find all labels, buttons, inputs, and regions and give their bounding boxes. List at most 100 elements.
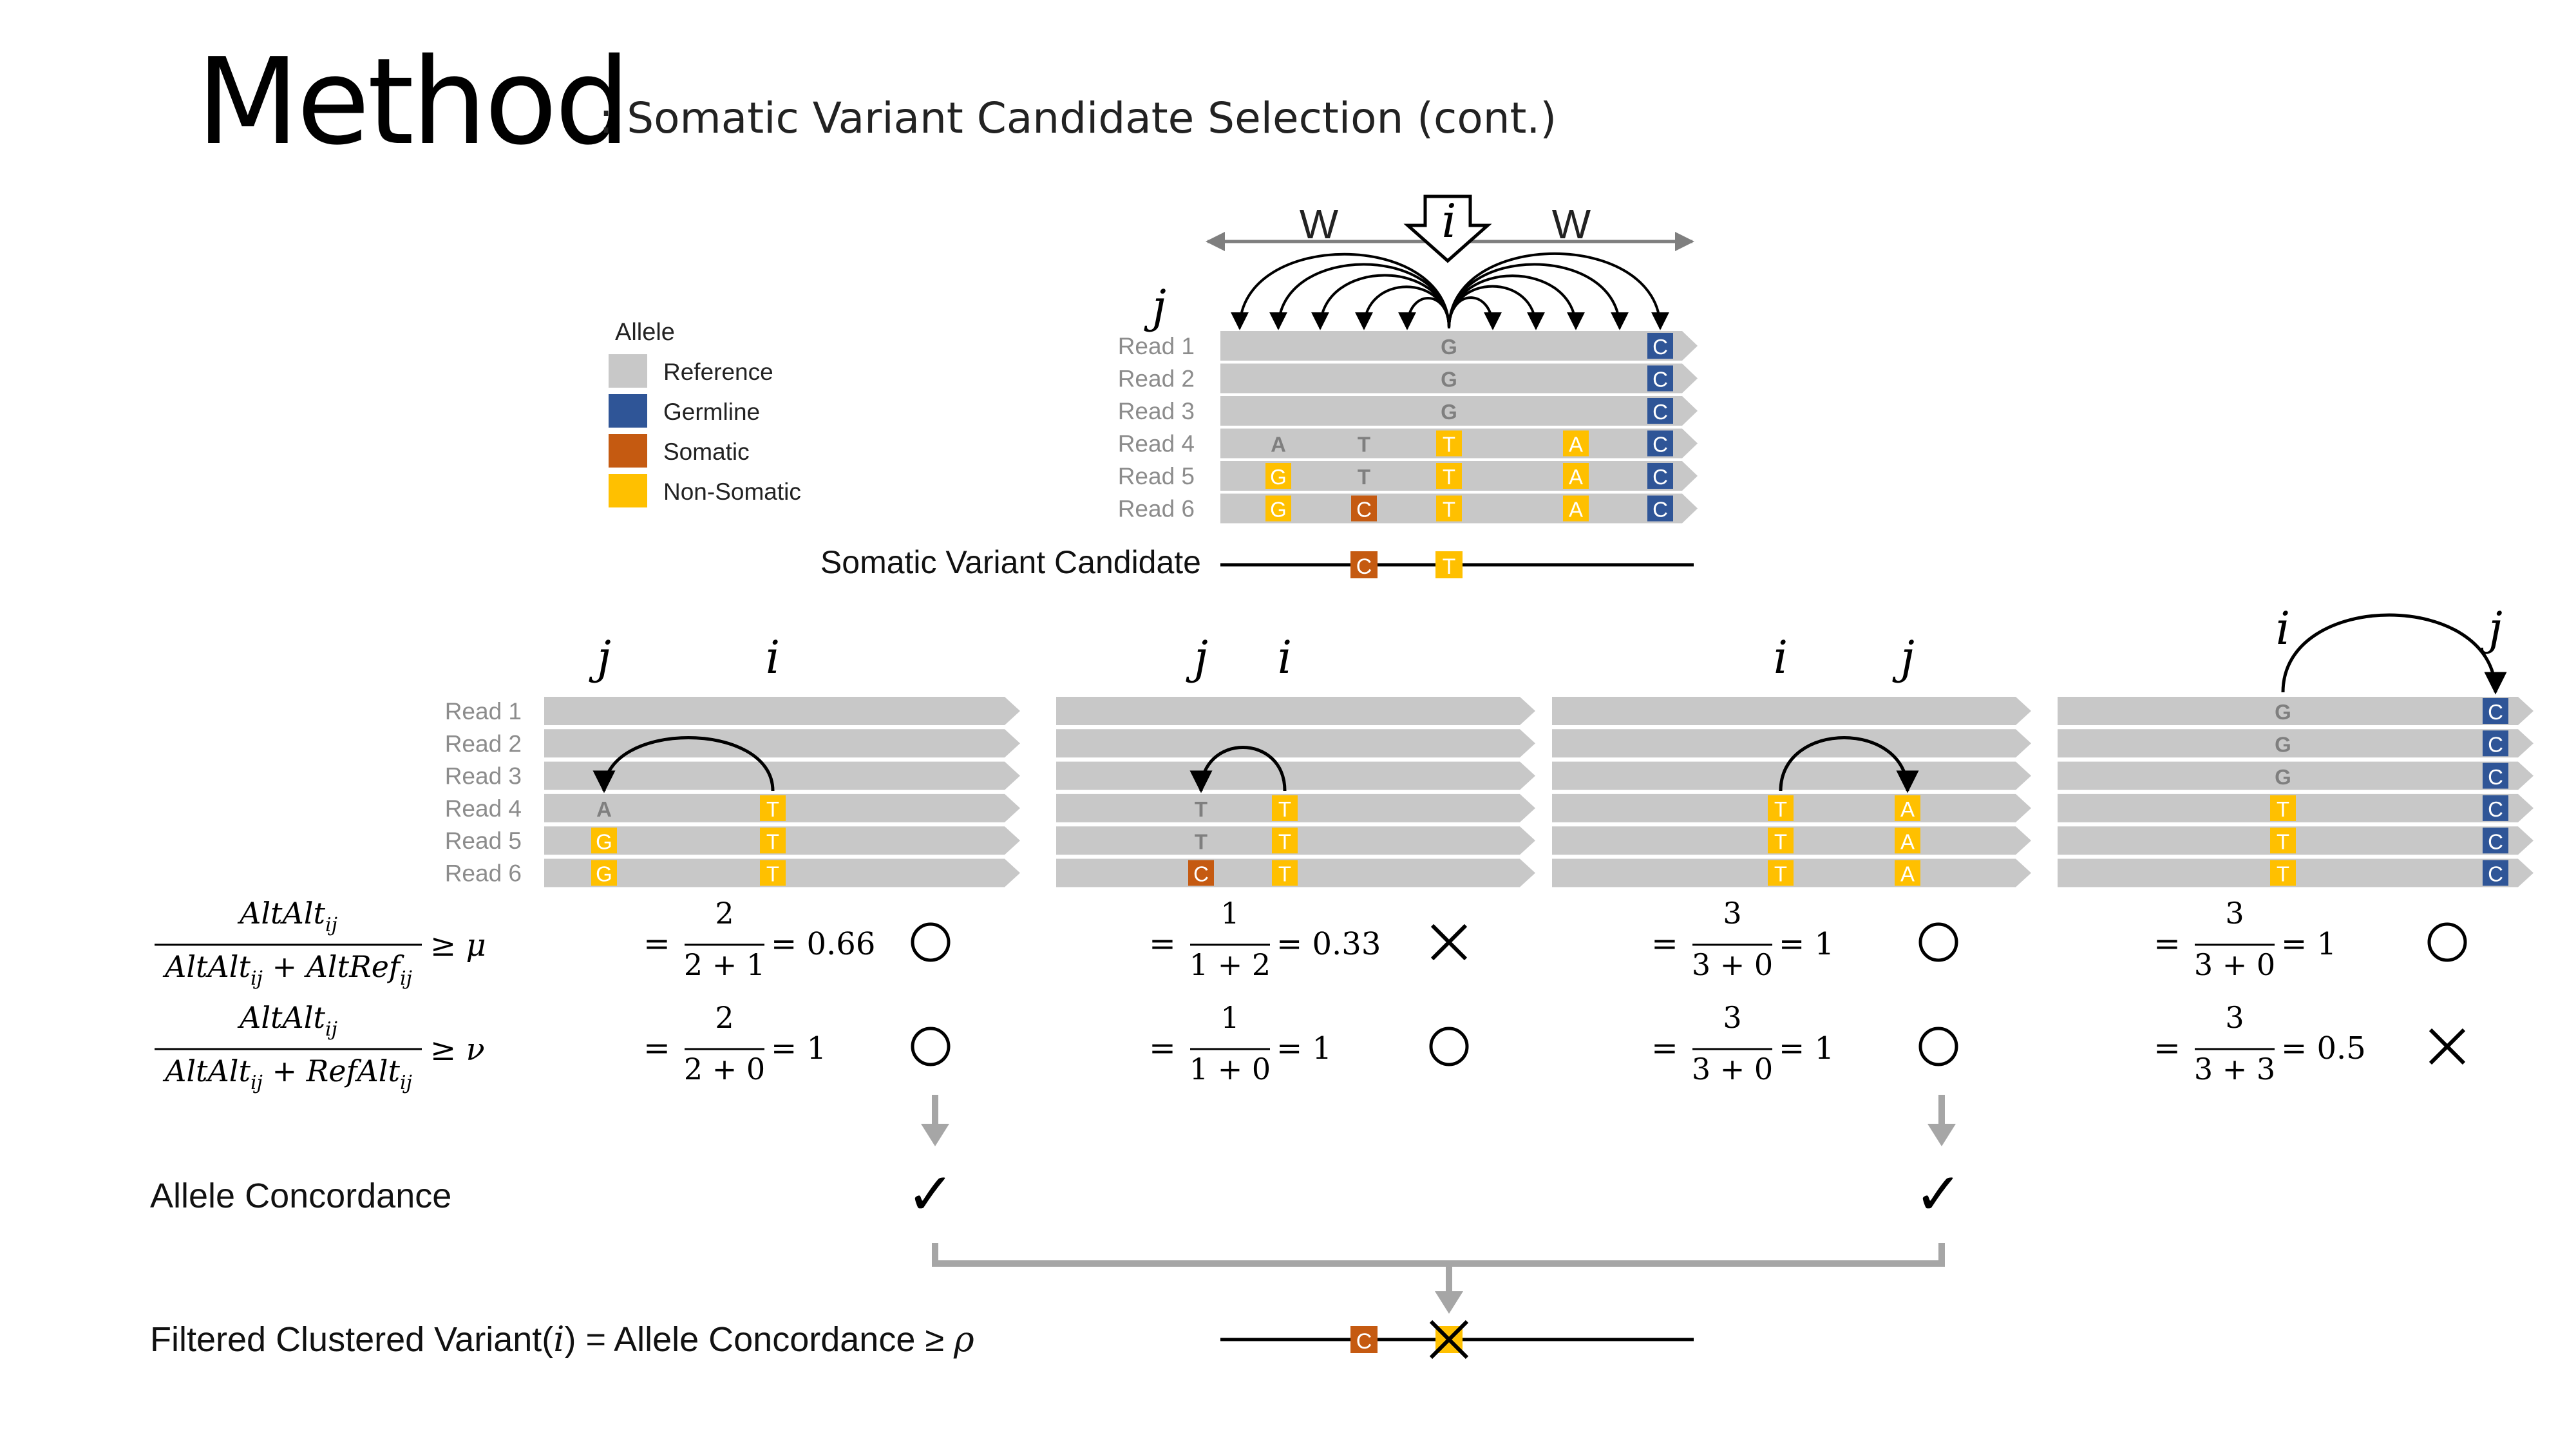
formula-f2-numerator: AltAltij xyxy=(237,1000,337,1041)
top-read-bar-1 xyxy=(1220,331,1698,361)
panel4-j-cell-6-box xyxy=(2483,860,2508,886)
panel4-f2-num: 3 xyxy=(2225,1000,2244,1035)
panel2-i-cell-4-box xyxy=(1272,795,1298,821)
window-label-left: W xyxy=(1300,201,1339,247)
flow-arrow-head-0 xyxy=(921,1124,949,1146)
top-cell-r6-c1: C xyxy=(1356,498,1372,522)
candidate-allele-somatic-box xyxy=(1350,551,1378,578)
panel2-j-cell-5: T xyxy=(1195,829,1208,853)
panel4-i-cell-5-box xyxy=(2270,828,2296,854)
panel3-f2-num: 3 xyxy=(1723,1000,1741,1035)
top-read-label-5: Read 5 xyxy=(1118,463,1195,489)
panel3-i-label: i xyxy=(1774,631,1788,684)
panel1-i-cell-5-box xyxy=(760,828,786,854)
panel4-j-cell-2-box xyxy=(2483,730,2508,757)
panel1-f2-eq: = xyxy=(643,1029,670,1066)
flow-arrow-head-1 xyxy=(1927,1124,1956,1146)
formula-f2-denominator: AltAltij + RefAltij xyxy=(162,1054,412,1094)
panel2-i-cell-4: T xyxy=(1278,797,1291,821)
panel3-j-cell-4: A xyxy=(1900,797,1915,821)
top-cell-r2-c1: C xyxy=(1653,368,1668,392)
legend-swatch-3 xyxy=(609,474,647,507)
candidate-allele-somatic: C xyxy=(1356,554,1372,579)
formula-f1-threshold: ≥ μ xyxy=(430,927,486,963)
top-cell-r4-c1: T xyxy=(1358,433,1370,457)
panel-read-label-2: Read 2 xyxy=(445,730,522,757)
panel1-f1-num: 2 xyxy=(715,896,734,931)
panel1-j-cell-6: G xyxy=(596,862,612,886)
panel-read-label-6: Read 6 xyxy=(445,860,522,887)
panel4-f2-fail-mark xyxy=(2429,1028,2466,1065)
panel1-i-cell-6-box xyxy=(760,860,786,886)
panel2-f2-eq: = xyxy=(1149,1029,1176,1066)
top-cell-r4-c2-box xyxy=(1436,430,1462,457)
panel4-f1-num: 3 xyxy=(2225,896,2244,931)
top-read-label-1: Read 1 xyxy=(1118,333,1195,359)
position-i-label: i xyxy=(1441,194,1456,248)
panel2-f2-pass-mark xyxy=(1429,1027,1469,1066)
panel1-i-cell-5: T xyxy=(766,829,779,853)
legend-swatch-0 xyxy=(609,354,647,388)
panel3-f1-num: 3 xyxy=(1723,896,1741,931)
top-cell-r5-c0-box xyxy=(1265,463,1291,489)
panel4-i-cell-5: T xyxy=(2277,829,2289,853)
top-cell-r1-c1: C xyxy=(1653,335,1668,359)
panel2-read-bar-2 xyxy=(1056,729,1535,758)
panel3-f1-den: 3 + 0 xyxy=(1692,947,1773,982)
panel4-i-cell-6-box xyxy=(2270,860,2296,886)
top-cell-r1-c1-box xyxy=(1647,333,1673,359)
legend-label-1: Germline xyxy=(663,399,760,425)
panel4-j-label: j xyxy=(2480,602,2503,655)
panel2-f2-num: 1 xyxy=(1220,1000,1239,1035)
panel2-j-cell-6: C xyxy=(1193,862,1209,886)
panel4-read-bar-2 xyxy=(2058,729,2533,758)
top-cell-r6-c0-box xyxy=(1265,495,1291,522)
panel3-f1-res: = 1 xyxy=(1779,926,1834,962)
panel3-read-bar-3 xyxy=(1552,761,2031,790)
top-cell-r3-c0: G xyxy=(1441,400,1457,424)
formula-f1-numerator: AltAltij xyxy=(237,896,337,936)
top-cell-r5-c3: A xyxy=(1569,465,1583,489)
formula-f1-denominator: AltAltij + AltRefij xyxy=(162,949,412,990)
top-read-bar-2 xyxy=(1220,363,1698,393)
top-cell-r6-c2-box xyxy=(1436,495,1462,522)
panel1-read-bar-1 xyxy=(544,697,1020,725)
panel1-i-cell-4: T xyxy=(766,797,779,821)
position-i-arrow xyxy=(1403,194,1492,263)
panel2-f1-eq: = xyxy=(1149,925,1176,962)
panel1-f2-res: = 1 xyxy=(771,1030,826,1066)
position-j-label: j xyxy=(1144,280,1166,333)
panel2-arc xyxy=(1189,746,1287,793)
legend-label-2: Somatic xyxy=(663,439,750,465)
panel4-j-cell-1-box xyxy=(2483,698,2508,724)
panel4-f1-pass-mark xyxy=(2427,922,2467,962)
top-cell-r2-c0: G xyxy=(1441,368,1457,392)
panel3-j-cell-5-box xyxy=(1895,828,1920,854)
panel3-f2-res: = 1 xyxy=(1779,1030,1834,1066)
panel4-read-bar-3 xyxy=(2058,761,2533,790)
panel1-f2-den: 2 + 0 xyxy=(684,1052,765,1086)
panel3-j-cell-4-box xyxy=(1895,795,1920,821)
candidate-allele-nonsomatic: T xyxy=(1443,554,1456,579)
result-allele-somatic-box xyxy=(1350,1326,1378,1353)
panel4-f2-den: 3 + 3 xyxy=(2194,1052,2275,1086)
panel3-f2-eq: = xyxy=(1651,1029,1678,1066)
panel1-arc xyxy=(592,736,775,793)
flow-merge-head xyxy=(1435,1291,1463,1314)
top-cell-r5-c2: T xyxy=(1443,465,1455,489)
top-read-label-2: Read 2 xyxy=(1118,366,1195,392)
top-cell-r6-c4-box xyxy=(1647,495,1673,522)
panel2-read-bar-3 xyxy=(1056,761,1535,790)
panel1-f1-den: 2 + 1 xyxy=(684,947,765,982)
top-cell-r6-c0: G xyxy=(1270,498,1287,522)
panel2-read-bar-1 xyxy=(1056,697,1535,725)
panel4-i-label: i xyxy=(2276,602,2290,655)
top-cell-r2-c1-box xyxy=(1647,365,1673,392)
top-read-label-3: Read 3 xyxy=(1118,398,1195,424)
panel4-i-cell-3: G xyxy=(2275,765,2291,789)
panel1-f1-res: = 0.66 xyxy=(771,926,875,962)
top-read-label-4: Read 4 xyxy=(1118,431,1195,457)
panel3-read-bar-2 xyxy=(1552,729,2031,758)
panel2-j-cell-4: T xyxy=(1195,797,1208,821)
